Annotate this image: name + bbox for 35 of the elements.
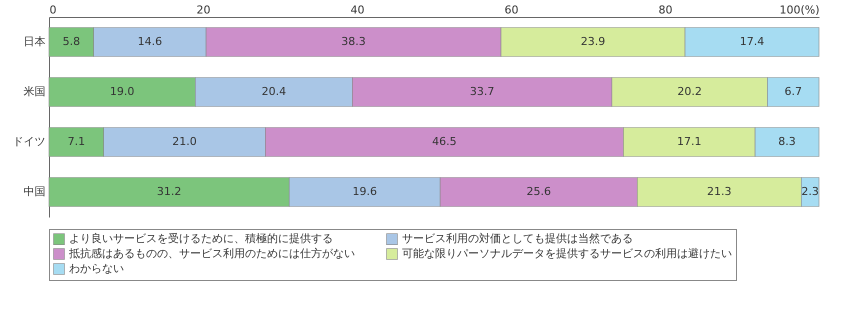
legend-label: サービス利用の対価としても提供は当然である xyxy=(402,232,633,246)
legend-label: 抵抗感はあるものの、サービス利用のためには仕方がない xyxy=(68,247,355,260)
legend-label: わからない xyxy=(69,262,124,275)
data-label: 17.1 xyxy=(677,135,702,148)
x-tick-label: 0 xyxy=(50,4,56,16)
data-label: 46.5 xyxy=(432,135,457,148)
y-tick-label: 米国 xyxy=(24,85,46,98)
data-label: 7.1 xyxy=(68,135,86,148)
data-label: 19.6 xyxy=(352,185,377,198)
data-label: 25.6 xyxy=(526,185,551,198)
x-tick-label: 20 xyxy=(196,4,210,16)
data-label: 19.0 xyxy=(110,85,134,98)
data-label: 17.4 xyxy=(740,35,764,48)
data-label: 5.8 xyxy=(62,35,80,48)
x-tick-label: 100(%) xyxy=(779,4,820,16)
data-label: 33.7 xyxy=(470,85,494,98)
data-label: 21.3 xyxy=(707,185,732,198)
legend-label: 可能な限りパーソナルデータを提供するサービスの利用は避けたい xyxy=(402,247,732,260)
data-label: 23.9 xyxy=(580,35,606,48)
legend-label: より良いサービスを受けるために、積極的に提供する xyxy=(69,232,333,246)
x-tick-label: 60 xyxy=(504,4,518,16)
data-label: 2.3 xyxy=(801,185,819,198)
y-tick-label: ドイツ xyxy=(12,135,46,148)
data-label: 8.3 xyxy=(778,135,796,148)
data-label: 14.6 xyxy=(138,35,162,48)
data-label: 6.7 xyxy=(784,85,802,98)
data-label: 20.4 xyxy=(262,85,286,98)
data-label: 20.2 xyxy=(677,85,702,98)
x-tick-label: 40 xyxy=(350,4,364,16)
data-label: 21.0 xyxy=(172,135,197,148)
x-tick-label: 80 xyxy=(658,4,672,16)
y-tick-label: 日本 xyxy=(24,35,46,48)
data-label: 31.2 xyxy=(156,185,182,198)
y-tick-label: 中国 xyxy=(24,185,46,198)
data-label: 38.3 xyxy=(341,35,366,48)
